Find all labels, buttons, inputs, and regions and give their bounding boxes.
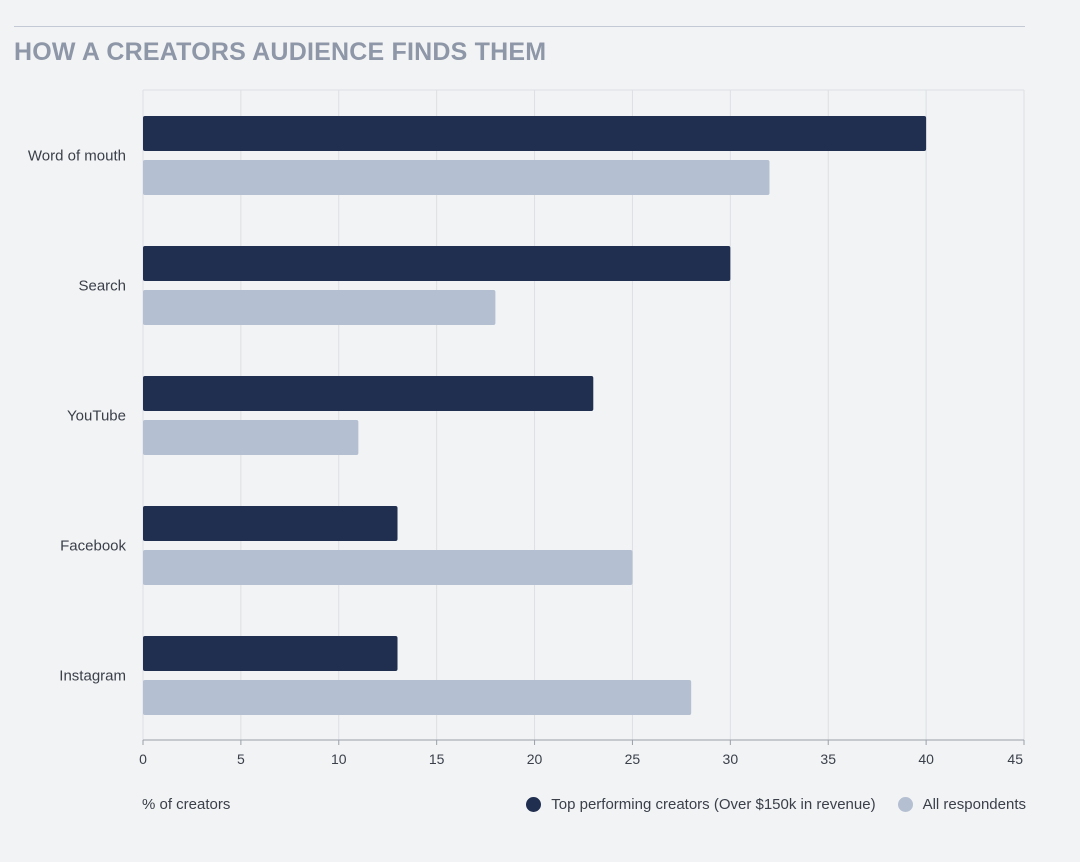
x-tick-label: 35	[820, 751, 836, 767]
bar-facebook-series-2	[143, 550, 633, 585]
legend-swatch-all-respondents	[897, 797, 913, 812]
category-label: Instagram	[59, 668, 126, 685]
legend-item-all-respondents: All respondents	[897, 796, 1026, 813]
x-tick-label: 30	[723, 751, 739, 767]
x-tick-label: 45	[1007, 751, 1023, 767]
x-tick-label: 25	[625, 751, 641, 767]
bar-search-series-1	[143, 246, 731, 281]
bar-word-of-mouth-series-2	[143, 160, 770, 195]
top-rule	[14, 26, 1025, 27]
bar-instagram-series-1	[143, 636, 398, 671]
x-tick-label: 10	[331, 751, 347, 767]
category-label: Facebook	[60, 538, 126, 555]
bar-youtube-series-1	[143, 376, 594, 411]
legend-label-all-respondents: All respondents	[922, 796, 1026, 813]
bar-search-series-2	[143, 290, 496, 325]
bar-instagram-series-2	[143, 680, 692, 715]
x-tick-label: 15	[429, 751, 445, 767]
x-tick-label: 5	[237, 751, 245, 767]
bar-layer	[143, 116, 927, 715]
category-label: Word of mouth	[28, 148, 126, 165]
x-tick-label: 40	[918, 751, 934, 767]
label-layer: Word of mouth Search YouTube Facebook Instag…	[28, 148, 127, 685]
bar-facebook-series-1	[143, 506, 398, 541]
category-label: Search	[78, 278, 126, 295]
legend: Top performing creators (Over $150k in r…	[504, 796, 1026, 813]
chart-footer: % of creators Top performing creators (O…	[142, 796, 1026, 816]
legend-label-top-performing: Top performing creators (Over $150k in r…	[551, 796, 876, 813]
chart-title: HOW A CREATORS AUDIENCE FINDS THEM	[14, 38, 547, 66]
x-axis-label: % of creators	[142, 796, 231, 813]
tick-layer: 0 5 10 15 20 25 30 35 40 45	[139, 739, 1025, 767]
bar-word-of-mouth-series-1	[143, 116, 927, 151]
bar-youtube-series-2	[143, 420, 359, 455]
x-tick-label: 0	[139, 751, 147, 767]
grid-layer	[142, 89, 1025, 740]
x-tick-label: 20	[527, 751, 543, 767]
legend-item-top-performing: Top performing creators (Over $150k in r…	[526, 796, 876, 813]
category-label: YouTube	[67, 408, 126, 425]
legend-swatch-top-performing	[526, 797, 542, 812]
